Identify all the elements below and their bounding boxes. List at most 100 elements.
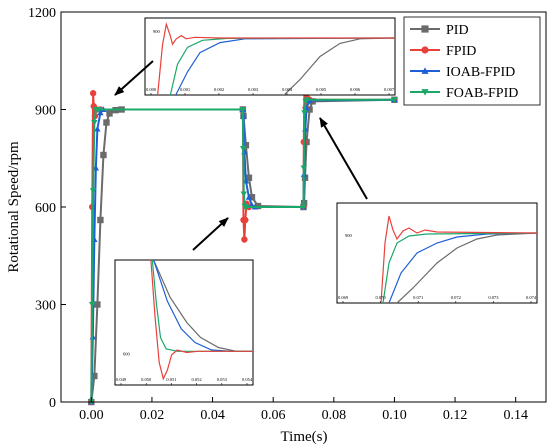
- inset-x-tick-label: 0.000: [146, 87, 157, 92]
- x-tick-label: 0.12: [443, 408, 468, 423]
- inset-curves: [157, 21, 395, 95]
- data-point: [95, 106, 103, 113]
- data-point: [242, 204, 250, 211]
- legend-entry: IOAB-FPID: [410, 65, 515, 80]
- inset-x-tick-label: 0.071: [413, 295, 423, 300]
- x-tick-label: 0.08: [322, 408, 347, 423]
- inset-frame: [336, 202, 538, 304]
- inset-x-tick-label: 0.005: [316, 87, 327, 92]
- inset-line-fpid: [157, 21, 395, 95]
- data-point: [300, 204, 307, 211]
- inset-y-tick-label: 900: [345, 233, 353, 238]
- data-point: [100, 151, 107, 159]
- legend-marker: [421, 46, 429, 54]
- x-tick-label: 0.06: [261, 408, 286, 423]
- data-point: [242, 216, 249, 224]
- inset-x-tick-label: 0.069: [338, 295, 349, 300]
- data-point: [103, 119, 110, 126]
- axes: 0.00 0.02 0.04 0.06 0.08 0.10 0.12 0.14 0 300 600 9…: [28, 6, 528, 423]
- x-tick-label: 0.00: [79, 408, 104, 423]
- data-point: [89, 188, 97, 194]
- series-foab-fpid: [88, 97, 398, 406]
- data-point: [239, 106, 247, 113]
- inset-x-tick-label: 0.007: [384, 87, 395, 92]
- inset-frame: [114, 259, 254, 386]
- legend-label: PID: [446, 23, 469, 38]
- inset-right: 0.069 0.070 0.071 0.072 0.073 0.074 900: [336, 202, 538, 304]
- legend-marker: [421, 89, 429, 96]
- data-point: [391, 97, 398, 103]
- inset-x-tick-label: 0.070: [376, 295, 387, 300]
- inset-x-tick-label: 0.006: [350, 87, 361, 92]
- y-tick-label: 900: [35, 104, 56, 119]
- data-point: [94, 301, 101, 308]
- data-point: [97, 216, 104, 224]
- data-point: [94, 125, 101, 132]
- insets: 0.000 0.001 0.002 0.003 0.004 0.005 0.006 0.007…: [114, 17, 538, 386]
- data-point: [301, 110, 308, 116]
- inset-line-foab-fpid: [382, 232, 537, 303]
- inset-x-tick-label: 0.049: [116, 377, 127, 382]
- data-point: [248, 194, 256, 201]
- zoom-arrow: [192, 217, 229, 251]
- zoom-arrow: [114, 60, 154, 96]
- legend-label: FPID: [446, 44, 476, 59]
- data-point: [240, 191, 247, 198]
- inset-x-tick-label: 0.053: [217, 377, 228, 382]
- inset-frame: [144, 17, 396, 96]
- data-point: [303, 97, 311, 103]
- inset-line-fpid: [150, 260, 253, 381]
- data-point: [106, 110, 113, 117]
- x-tick-label: 0.04: [200, 408, 225, 423]
- inset-x-tick-label: 0.051: [166, 377, 176, 382]
- legend-entry: FOAB-FPID: [410, 86, 518, 101]
- legend-entry: FPID: [410, 44, 476, 59]
- legend-marker: [421, 25, 429, 33]
- zoom-arrow: [319, 117, 368, 200]
- y-tick-label: 1200: [28, 6, 56, 21]
- inset-curves: [380, 215, 537, 303]
- x-tick-label: 0.10: [382, 408, 407, 423]
- inset-curves: [150, 260, 253, 381]
- data-point: [91, 372, 98, 380]
- legend-label: FOAB-FPID: [446, 86, 518, 101]
- inset-x-tick-label: 0.054: [242, 377, 253, 382]
- data-point: [245, 194, 253, 200]
- x-tick-label: 0.14: [503, 408, 528, 423]
- inset-x-tick-label: 0.052: [192, 377, 202, 382]
- zoom-arrows: [114, 60, 368, 251]
- inset-x-tick-label: 0.002: [214, 87, 224, 92]
- y-axis-label: Rotational Speed/rpm: [6, 141, 22, 273]
- y-tick-label: 0: [49, 396, 56, 411]
- data-point: [239, 145, 247, 152]
- inset-bottom-center: 0.049 0.050 0.051 0.052 0.053 0.054 600: [114, 259, 254, 386]
- y-tick-label: 600: [35, 201, 56, 216]
- inset-x-tick-label: 0.050: [141, 377, 152, 382]
- legend-marker: [421, 67, 429, 74]
- legend-label: IOAB-FPID: [446, 65, 515, 80]
- inset-y-tick-label: 600: [123, 351, 131, 356]
- inset-top-left: 0.000 0.001 0.002 0.003 0.004 0.005 0.006 0.007…: [144, 17, 396, 96]
- inset-line-fpid: [380, 215, 537, 303]
- inset-x-tick-label: 0.003: [248, 87, 259, 92]
- inset-x-tick-label: 0.001: [180, 87, 190, 92]
- x-tick-label: 0.02: [140, 408, 165, 423]
- data-point: [241, 236, 248, 243]
- legend: PID FPID IOAB-FPID FOAB-FPID: [403, 16, 541, 106]
- data-point: [300, 165, 308, 172]
- inset-line-foab-fpid: [151, 260, 253, 352]
- inset-y-tick-label: 900: [153, 29, 161, 34]
- data-point: [245, 174, 253, 181]
- data-point: [242, 142, 250, 149]
- y-tick-label: 300: [35, 299, 56, 314]
- inset-x-tick-label: 0.074: [526, 295, 537, 300]
- data-point: [97, 109, 104, 116]
- data-point: [89, 90, 97, 97]
- data-point: [306, 106, 313, 113]
- inset-line-pid: [396, 232, 537, 303]
- data-point: [91, 119, 98, 126]
- data-point: [89, 301, 96, 308]
- inset-x-tick-label: 0.073: [488, 295, 499, 300]
- inset-x-tick-label: 0.004: [282, 87, 293, 92]
